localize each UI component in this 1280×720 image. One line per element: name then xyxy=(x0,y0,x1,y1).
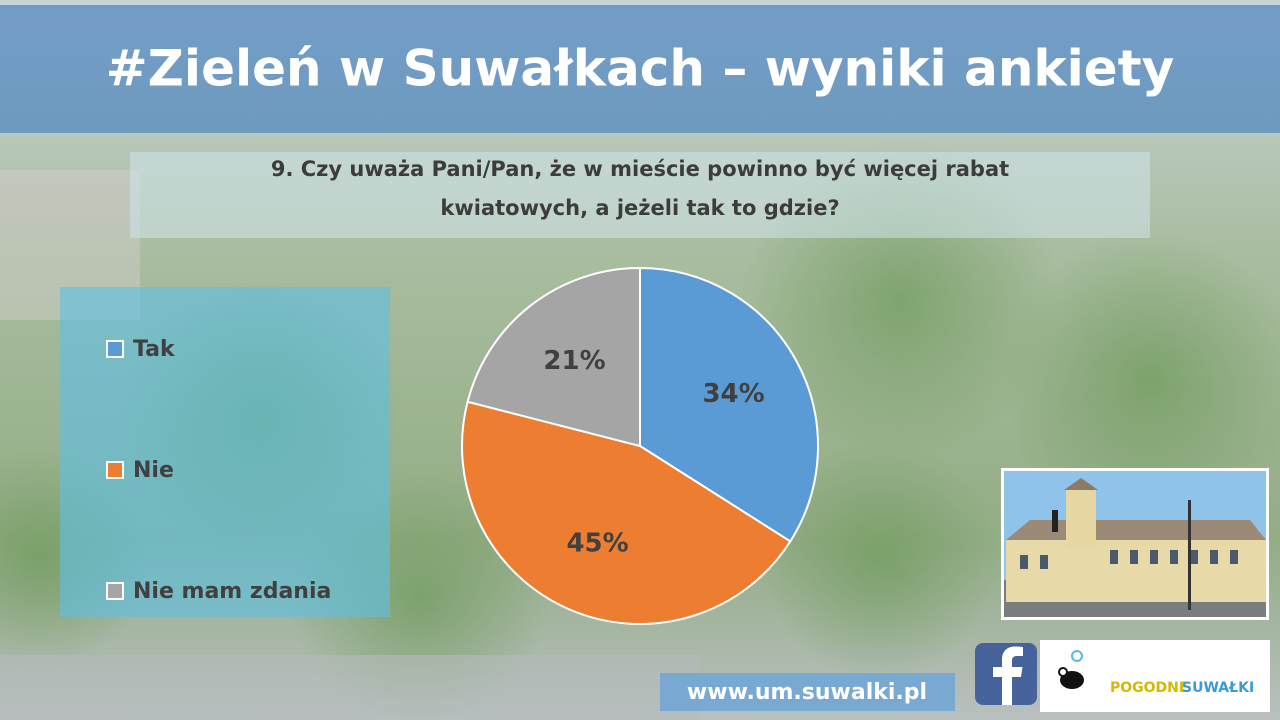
legend-label: Tak xyxy=(133,337,176,362)
url-box xyxy=(660,673,955,711)
legend-label: Nie xyxy=(133,458,174,483)
subtitle-line: 9. Czy uważa Pani/Pan, że w mieście powi… xyxy=(271,157,1009,181)
photo-inset xyxy=(1001,468,1269,620)
legend-marker xyxy=(106,461,124,479)
facebook-icon xyxy=(975,643,1037,705)
data-label: 34% xyxy=(702,379,764,409)
title-band xyxy=(0,5,1280,133)
legend-marker xyxy=(106,340,124,358)
legend-marker xyxy=(106,582,124,600)
pie-slice xyxy=(466,266,641,448)
subtitle-band xyxy=(130,152,1150,238)
subtitle-line: kwiatowych, a jeżeli tak to gdzie? xyxy=(440,196,839,220)
footer-url: www.um.suwalki.pl xyxy=(687,680,927,705)
data-label: 45% xyxy=(566,529,628,559)
logo-text: SUWAŁKI xyxy=(1182,680,1254,696)
data-label: 21% xyxy=(543,346,605,376)
legend-box xyxy=(60,287,390,617)
pie-slice xyxy=(461,400,792,625)
legend-label: Nie mam zdania xyxy=(133,579,331,604)
logo-text: POGODNE xyxy=(1110,680,1188,696)
title: #Zieleń w Suwałkach – wyniki ankiety xyxy=(106,40,1174,98)
pie-slice xyxy=(639,266,819,543)
pie: 34% 45% 21% xyxy=(461,266,819,625)
logo-mark xyxy=(1058,650,1084,689)
